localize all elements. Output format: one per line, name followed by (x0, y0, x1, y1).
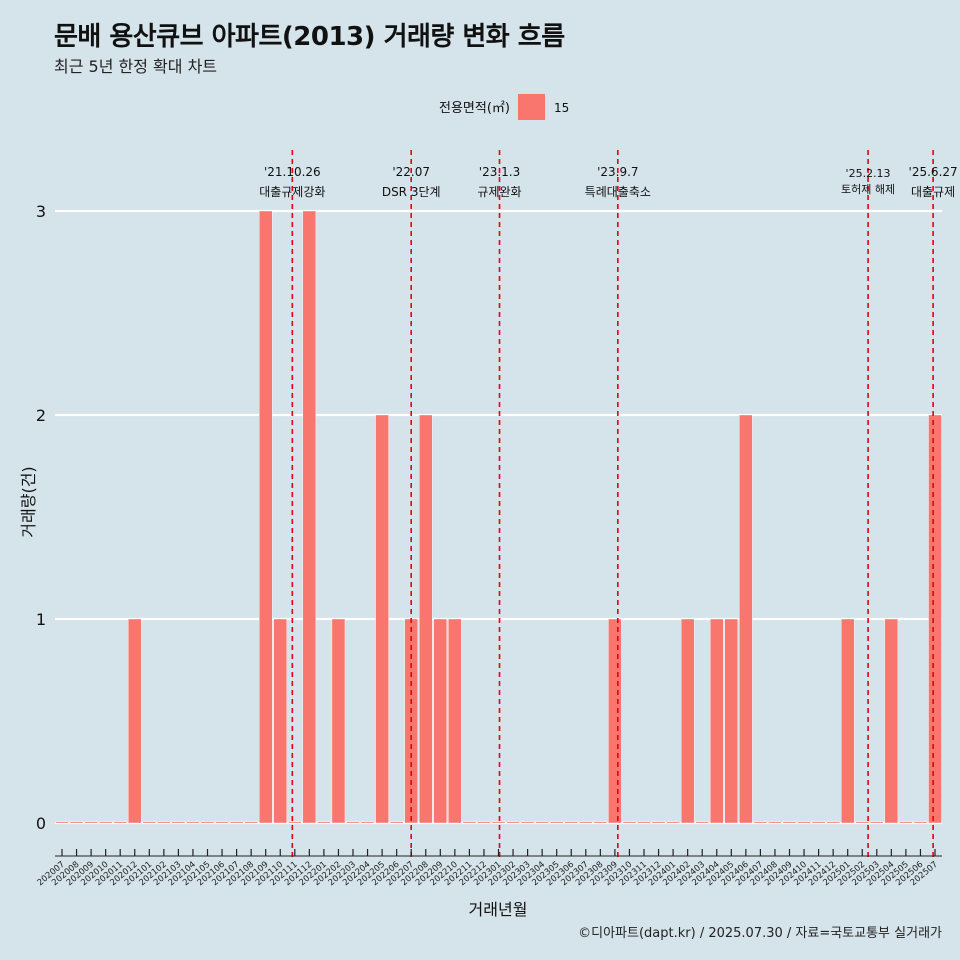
bar (884, 618, 899, 824)
legend: 전용면적(㎡) 15 (439, 94, 569, 120)
bar (142, 821, 157, 824)
bar (433, 618, 447, 824)
bar (797, 821, 811, 824)
bar (622, 821, 637, 824)
bar (520, 821, 535, 824)
bar (637, 821, 651, 824)
bar (913, 821, 928, 824)
y-tick-label: 1 (36, 610, 46, 629)
event-label: 토허제 해제 (841, 182, 895, 196)
event-label: 대출규제 (911, 185, 955, 199)
bar (477, 821, 491, 824)
bar (244, 821, 258, 824)
y-axis-label: 거래량(건) (19, 466, 38, 537)
bar (288, 821, 302, 824)
chart-title: 문배 용산큐브 아파트(2013) 거래량 변화 흐름 (54, 22, 565, 52)
bar (651, 821, 666, 824)
bar (710, 618, 724, 824)
event-date: '21.10.26 (264, 165, 321, 179)
bar (360, 821, 375, 824)
event-date: '23.9.7 (597, 165, 638, 179)
bar (389, 821, 404, 824)
bar (229, 821, 244, 824)
bar (855, 821, 869, 824)
bar (55, 821, 69, 824)
bar (739, 414, 753, 824)
bar (273, 618, 287, 824)
bar (200, 821, 215, 824)
event-date: '25.2.13 (846, 167, 891, 180)
bar (695, 821, 709, 824)
grid-layer (55, 209, 942, 825)
event-label: 특례대출축소 (585, 185, 651, 199)
event-date: '23.1.3 (479, 165, 520, 179)
axis-layer: 0123202007202008202009202010202011202012… (36, 202, 942, 888)
bar (782, 821, 797, 824)
bar (186, 821, 200, 824)
bar (302, 210, 317, 824)
bar (680, 618, 695, 824)
bar (448, 618, 462, 824)
event-date: '25.6.27 (909, 165, 958, 179)
bar (768, 821, 782, 824)
bar (506, 821, 520, 824)
event-date: '22.07 (392, 165, 430, 179)
bar (870, 821, 884, 824)
source-caption: ©디아파트(dapt.kr) / 2025.07.30 / 자료=국토교통부 실… (578, 926, 942, 941)
bar (491, 821, 506, 824)
bar (128, 618, 142, 824)
bar (346, 821, 360, 824)
legend-swatch (518, 94, 545, 120)
bar (666, 821, 680, 824)
bar (593, 821, 608, 824)
bar (331, 618, 346, 824)
bar (215, 821, 229, 824)
x-axis-label: 거래년월 (469, 900, 528, 919)
event-label: 대출규제강화 (259, 185, 325, 199)
bar (724, 618, 738, 824)
y-tick-label: 3 (36, 202, 46, 221)
bar (317, 821, 331, 824)
bar (259, 210, 273, 824)
legend-title: 전용면적(㎡) (439, 101, 510, 116)
bar (535, 821, 549, 824)
bar (462, 821, 477, 824)
y-tick-label: 0 (36, 814, 46, 833)
bar (171, 821, 186, 824)
bar (826, 821, 840, 824)
bar (608, 618, 622, 824)
bar (98, 821, 113, 824)
bar (811, 821, 826, 824)
bar (841, 618, 855, 824)
bar (113, 821, 127, 824)
bar (84, 821, 98, 824)
bar (550, 821, 564, 824)
bar (928, 414, 942, 824)
y-tick-label: 2 (36, 406, 46, 425)
bar (375, 414, 389, 824)
chart-subtitle: 최근 5년 한정 확대 차트 (54, 57, 218, 76)
legend-entry: 15 (554, 101, 569, 115)
bar (579, 821, 593, 824)
bars-layer (55, 210, 942, 824)
bar (419, 414, 433, 824)
bar (69, 821, 84, 824)
event-lines-layer: '21.10.26 대출규제강화 '22.07 DSR 3단계 '23.1.3 규제완화 '… (259, 150, 958, 857)
event-label: DSR 3단계 (382, 185, 441, 199)
bar (753, 821, 768, 824)
bar (564, 821, 578, 824)
bar (157, 821, 171, 824)
bar (899, 821, 913, 824)
event-label: 규제완화 (477, 185, 521, 199)
